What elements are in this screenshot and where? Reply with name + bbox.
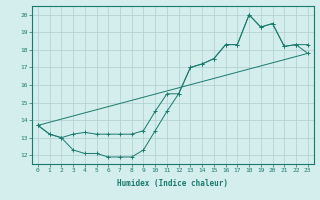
- X-axis label: Humidex (Indice chaleur): Humidex (Indice chaleur): [117, 179, 228, 188]
